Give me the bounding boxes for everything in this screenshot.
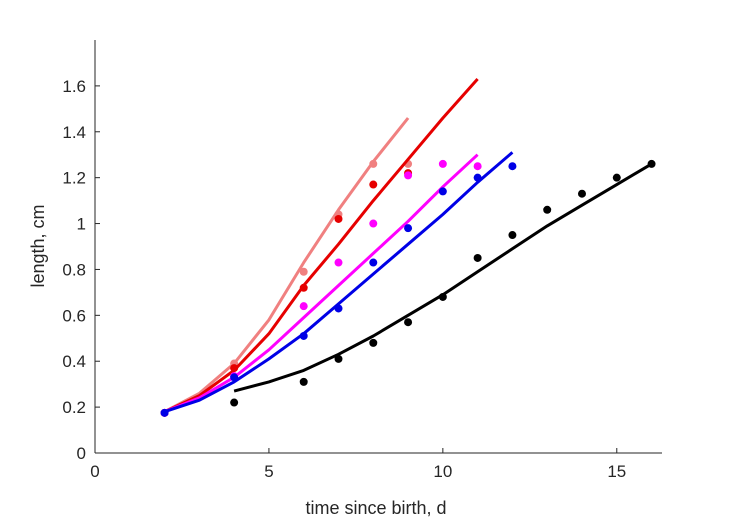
data-point xyxy=(438,187,447,196)
data-point xyxy=(160,408,169,417)
x-axis-label: time since birth, d xyxy=(305,498,446,518)
series-3 xyxy=(160,153,482,417)
data-point xyxy=(612,173,621,182)
fit-line xyxy=(164,151,514,414)
data-point xyxy=(404,224,413,233)
data-point xyxy=(299,283,308,292)
data-point xyxy=(438,159,447,168)
data-point xyxy=(334,214,343,223)
data-point xyxy=(473,253,482,262)
data-point xyxy=(299,267,308,276)
axis-labels: time since birth, d length, cm xyxy=(28,204,447,518)
y-tick-label: 1.2 xyxy=(62,169,86,188)
fit-line xyxy=(233,162,653,393)
data-point xyxy=(334,304,343,313)
data-point xyxy=(369,159,378,168)
data-point xyxy=(647,159,656,168)
y-tick-label: 0 xyxy=(77,444,86,463)
data-point xyxy=(473,162,482,171)
series-1 xyxy=(160,117,413,417)
data-point xyxy=(543,205,552,214)
data-point xyxy=(334,354,343,363)
x-tick-label: 10 xyxy=(433,462,452,481)
y-tick-label: 0.6 xyxy=(62,306,86,325)
data-point xyxy=(369,180,378,189)
y-tick-label: 0.8 xyxy=(62,260,86,279)
data-point xyxy=(230,364,239,373)
x-tick-label: 0 xyxy=(90,462,99,481)
y-tick-label: 1 xyxy=(77,215,86,234)
series-2 xyxy=(160,78,479,417)
data-point xyxy=(334,258,343,267)
y-tick-label: 0.2 xyxy=(62,398,86,417)
series-layer xyxy=(160,78,656,417)
x-tick-label: 5 xyxy=(264,462,273,481)
y-tick-label: 1.4 xyxy=(62,123,86,142)
fit-line xyxy=(163,78,479,414)
axes: 0 5 10 15 0 0.2 0.4 0.6 0.8 1 1.2 1.4 1.6 xyxy=(62,40,662,481)
data-point xyxy=(404,171,413,180)
data-point xyxy=(369,338,378,347)
data-point xyxy=(508,162,517,171)
fit-line xyxy=(163,117,410,414)
y-tick-label: 1.6 xyxy=(62,77,86,96)
series-4 xyxy=(160,151,517,417)
y-tick-label: 0.4 xyxy=(62,352,86,371)
data-point xyxy=(369,258,378,267)
data-point xyxy=(404,318,413,327)
data-point xyxy=(577,189,586,198)
data-point xyxy=(230,373,239,382)
data-point xyxy=(473,173,482,182)
data-point xyxy=(230,398,239,407)
series-5 xyxy=(230,159,656,407)
data-point xyxy=(299,302,308,311)
fit-line xyxy=(164,153,479,414)
data-point xyxy=(438,292,447,301)
x-tick-label: 15 xyxy=(607,462,626,481)
data-point xyxy=(508,231,517,240)
data-point xyxy=(369,219,378,228)
data-point xyxy=(299,377,308,386)
y-axis-label: length, cm xyxy=(28,204,48,287)
data-point xyxy=(299,331,308,340)
